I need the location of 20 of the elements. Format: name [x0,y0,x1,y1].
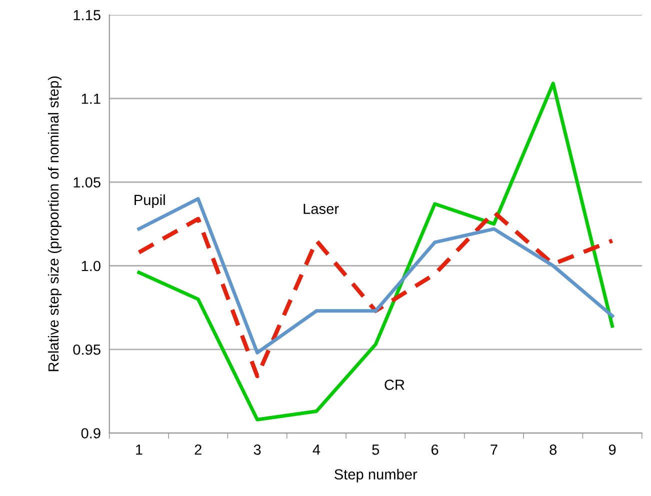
y-tick-label: 1.15 [74,10,100,20]
x-tick-label: 8 [550,444,557,455]
x-tick-label: 1 [136,444,142,455]
x-tick-label: 5 [372,444,380,455]
x-tick-label: 2 [194,444,202,455]
x-tick-label: 3 [254,444,261,455]
y-tick-label: 0.95 [73,344,100,355]
y-tick-label: 1.1 [82,94,100,104]
text: Laser [304,204,339,214]
y-tick-label: 1.0 [82,260,100,272]
x-tick-label: 6 [431,444,438,455]
y-tick-label: 0.9 [81,428,100,438]
series-label: Pupil [134,194,165,208]
x-tick-label: 7 [490,444,498,455]
y-tick-label: 1.05 [74,177,100,188]
x-tick-label: 9 [608,444,616,455]
x-tick-label: 4 [312,444,320,455]
text: CR [384,380,404,390]
y-axis-title: Relative step size (proportion of nominal step) [48,76,62,372]
x-axis-title: Step number [334,468,418,482]
